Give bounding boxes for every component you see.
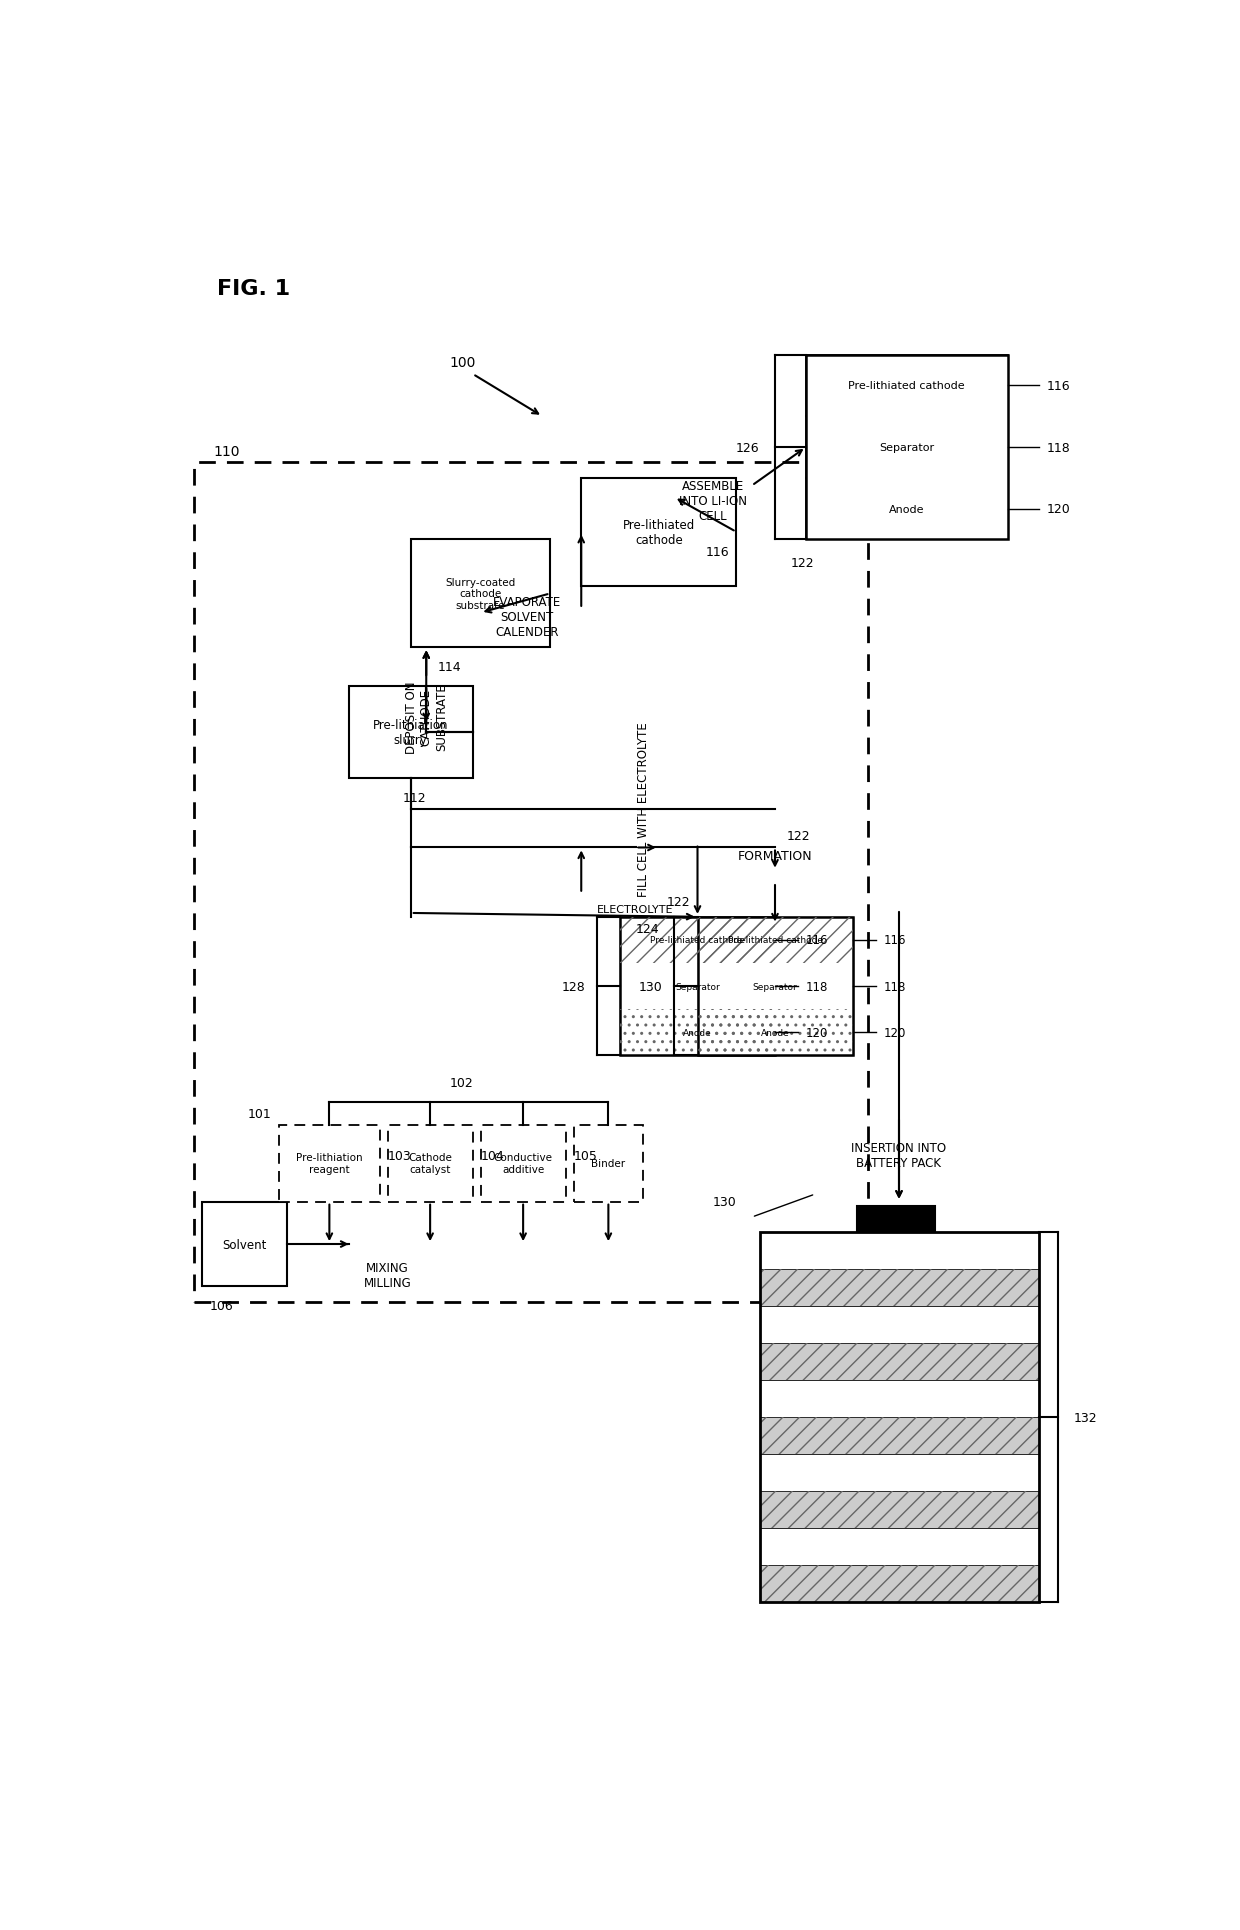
Text: 118: 118 xyxy=(806,980,828,994)
Bar xyxy=(759,1529,1039,1565)
Text: Pre-lithiated cathode: Pre-lithiated cathode xyxy=(650,936,745,946)
Text: 110: 110 xyxy=(213,444,239,459)
Bar xyxy=(697,1009,853,1056)
Bar xyxy=(201,1202,286,1287)
Bar xyxy=(759,1417,1039,1455)
Text: Anode: Anode xyxy=(683,1029,712,1036)
Text: 120: 120 xyxy=(806,1027,828,1038)
Text: Cathode
catalyst: Cathode catalyst xyxy=(408,1152,453,1173)
Text: Separator: Separator xyxy=(879,442,934,454)
Text: ASSEMBLE
INTO LI-ION
CELL: ASSEMBLE INTO LI-ION CELL xyxy=(680,481,746,523)
Text: FILL CELL WITH ELECTROLYTE: FILL CELL WITH ELECTROLYTE xyxy=(637,722,650,897)
Text: Separator: Separator xyxy=(753,982,797,992)
Text: 122: 122 xyxy=(786,830,810,843)
Text: Binder: Binder xyxy=(591,1158,625,1168)
Bar xyxy=(759,1455,1039,1492)
Bar xyxy=(620,1009,775,1056)
Text: ELECTROLYTE: ELECTROLYTE xyxy=(596,905,673,915)
Text: Pre-lithiated cathode: Pre-lithiated cathode xyxy=(728,936,822,946)
Text: 132: 132 xyxy=(1074,1411,1097,1424)
Bar xyxy=(806,417,1007,479)
Text: Conductive
additive: Conductive additive xyxy=(494,1152,553,1173)
Bar xyxy=(759,1233,1039,1270)
Bar xyxy=(620,917,775,963)
Text: Pre-lithiated
cathode: Pre-lithiated cathode xyxy=(622,519,694,546)
Bar xyxy=(759,1307,1039,1343)
Bar xyxy=(759,1492,1039,1529)
Bar xyxy=(759,1492,1039,1529)
Text: 104: 104 xyxy=(481,1150,505,1162)
Text: 100: 100 xyxy=(449,357,476,371)
Bar xyxy=(759,1270,1039,1307)
Text: 105: 105 xyxy=(573,1150,598,1162)
Text: 116: 116 xyxy=(706,546,729,558)
Text: 126: 126 xyxy=(735,442,759,454)
Text: 128: 128 xyxy=(562,980,585,994)
Text: 118: 118 xyxy=(1047,442,1070,454)
Text: 130: 130 xyxy=(639,980,662,994)
Bar xyxy=(387,1125,472,1202)
Bar xyxy=(759,1417,1039,1455)
Text: 120: 120 xyxy=(883,1027,906,1038)
Bar xyxy=(759,1380,1039,1417)
Bar xyxy=(697,917,853,963)
Text: 112: 112 xyxy=(403,791,427,805)
Bar xyxy=(806,479,1007,540)
Bar xyxy=(759,1270,1039,1307)
Text: Pre-lithiation
reagent: Pre-lithiation reagent xyxy=(296,1152,362,1173)
Bar xyxy=(620,917,775,963)
Text: 116: 116 xyxy=(806,934,828,948)
Text: Slurry-coated
cathode
substrate: Slurry-coated cathode substrate xyxy=(445,577,516,610)
Text: 106: 106 xyxy=(210,1299,233,1312)
Text: 122: 122 xyxy=(667,896,691,909)
Bar xyxy=(620,963,775,1009)
Bar xyxy=(697,963,853,1009)
Bar xyxy=(697,917,853,1056)
Text: 114: 114 xyxy=(438,660,461,674)
Text: Anode: Anode xyxy=(760,1029,790,1036)
Bar xyxy=(573,1125,644,1202)
Bar xyxy=(697,1009,853,1056)
Bar xyxy=(806,355,1007,417)
Text: Anode: Anode xyxy=(889,504,925,515)
Text: 122: 122 xyxy=(791,556,815,569)
Bar xyxy=(410,540,551,648)
Bar xyxy=(806,355,1007,540)
Text: 124: 124 xyxy=(635,923,660,936)
Text: 120: 120 xyxy=(1047,504,1070,515)
Bar xyxy=(759,1343,1039,1380)
Bar xyxy=(582,479,737,587)
Bar xyxy=(759,1565,1039,1602)
Text: Pre-lithiated cathode: Pre-lithiated cathode xyxy=(848,382,965,392)
Text: 103: 103 xyxy=(387,1150,412,1162)
Bar xyxy=(481,1125,565,1202)
Text: FORMATION: FORMATION xyxy=(738,849,812,863)
Text: FIG. 1: FIG. 1 xyxy=(217,278,290,299)
Text: EVAPORATE
SOLVENT
CALENDER: EVAPORATE SOLVENT CALENDER xyxy=(492,596,562,639)
Text: 102: 102 xyxy=(449,1077,472,1089)
Text: 116: 116 xyxy=(1047,380,1070,394)
Text: MIXING
MILLING: MIXING MILLING xyxy=(363,1260,412,1289)
Text: DEPOSIT ON
CATHODE
SUBSTRATE: DEPOSIT ON CATHODE SUBSTRATE xyxy=(404,681,448,753)
Bar xyxy=(759,1343,1039,1380)
Bar xyxy=(759,1233,1039,1602)
Text: 116: 116 xyxy=(883,934,906,948)
Text: Pre-lithiation
slurry: Pre-lithiation slurry xyxy=(373,718,449,747)
Text: 130: 130 xyxy=(713,1195,737,1208)
Text: INSERTION INTO
BATTERY PACK: INSERTION INTO BATTERY PACK xyxy=(852,1143,946,1170)
Bar xyxy=(193,463,868,1303)
Bar xyxy=(620,1009,775,1056)
Text: Separator: Separator xyxy=(675,982,720,992)
Bar xyxy=(279,1125,379,1202)
Text: Solvent: Solvent xyxy=(222,1237,267,1251)
Bar xyxy=(697,917,853,963)
Text: 101: 101 xyxy=(248,1108,272,1119)
Bar xyxy=(348,687,472,780)
Text: 118: 118 xyxy=(883,980,906,994)
Bar xyxy=(759,1565,1039,1602)
Bar xyxy=(857,1206,935,1233)
Bar xyxy=(620,917,775,1056)
